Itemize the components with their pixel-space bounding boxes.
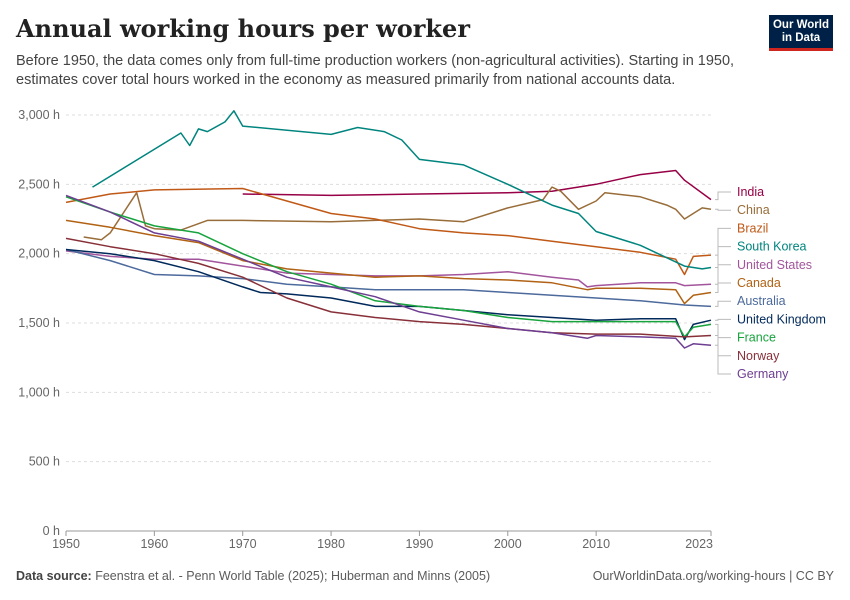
y-tick-label: 3,000 h [18,108,60,122]
y-tick-label: 2,500 h [18,177,60,191]
series-line-germany [65,194,712,349]
logo-line-2: in Data [781,32,821,44]
x-tick-label: 2000 [494,537,522,551]
legend-label-canada: Canada [737,276,781,290]
legend-label-australia: Australia [737,294,786,308]
legend-connector [715,246,731,268]
y-tick-label: 0 h [43,524,60,538]
x-tick-label: 1980 [317,537,345,551]
chart-subtitle: Before 1950, the data comes only from fu… [16,53,735,88]
legend-connector [715,264,731,285]
legend-connector [715,323,731,339]
owid-logo[interactable]: Our World in Data [769,15,833,51]
data-source-label: Data source: [16,569,92,583]
series-line-norway [65,237,712,338]
series-line-france [65,196,712,338]
legend-label-brazil: Brazil [737,221,768,235]
legend-label-germany: Germany [737,367,789,381]
legend-connector [715,208,731,211]
y-tick-label: 500 h [29,455,60,469]
legend-connector [715,227,731,256]
data-source: Data source: Feenstra et al. - Penn Worl… [16,569,490,583]
legend-label-india: India [737,185,764,199]
legend-connector [715,191,731,201]
legend-connector [715,300,731,307]
data-source-text[interactable]: Feenstra et al. - Penn World Table (2025… [95,569,491,583]
x-tick-label: 1950 [52,537,80,551]
legend-label-france: France [737,331,776,345]
series-line-india [242,169,712,201]
legend-label-norway: Norway [737,349,780,363]
series-line-china [83,186,712,241]
y-tick-label: 1,500 h [18,316,60,330]
legend-label-united-kingdom: United Kingdom [737,312,826,326]
legend-connector [715,344,731,375]
legend-label-china: China [737,203,770,217]
x-tick-label: 2010 [582,537,610,551]
y-tick-label: 1,000 h [18,385,60,399]
legend-label-south-korea: South Korea [737,240,807,254]
legend-label-united-states: United States [737,258,812,272]
y-tick-label: 2,000 h [18,247,60,261]
series-line-south-korea [92,110,712,270]
series-line-australia [65,248,712,308]
series-line-brazil [65,187,712,276]
logo-line-1: Our World [772,19,829,31]
x-tick-label: 1970 [229,537,257,551]
chart-title: Annual working hours per worker [16,14,470,43]
series-line-united-kingdom [65,248,712,341]
legend-connector [715,318,731,321]
url-license[interactable]: OurWorldinData.org/working-hours | CC BY [592,569,834,583]
x-tick-label: 2023 [685,537,713,551]
series-line-united-states [65,250,712,288]
x-tick-label: 1990 [406,537,434,551]
series-line-canada [65,219,712,305]
x-tick-label: 1960 [140,537,168,551]
legend-connector [715,282,731,293]
